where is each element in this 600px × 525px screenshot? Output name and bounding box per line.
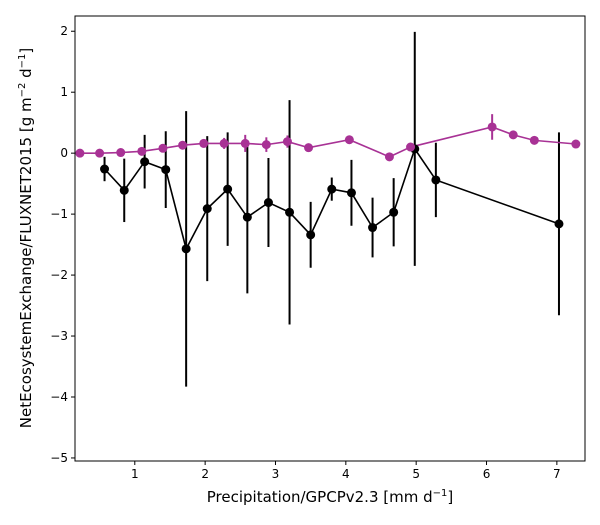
series-1-point xyxy=(263,198,273,208)
series-2-point xyxy=(75,148,85,158)
series-2-point xyxy=(384,152,394,162)
series-2-point xyxy=(304,143,314,153)
y-tick-label: 0 xyxy=(60,146,68,160)
series-2-point xyxy=(282,137,292,147)
series-2-point xyxy=(571,139,581,149)
series-1-point xyxy=(327,184,337,194)
x-axis-ticks: 1 2 3 4 5 6 7 xyxy=(131,461,561,481)
series-1-point xyxy=(285,207,295,217)
data-points xyxy=(75,122,581,254)
series-2-point xyxy=(199,138,209,148)
series-1-point xyxy=(389,207,399,217)
series-2-point xyxy=(344,135,354,145)
y-axis-ticks: −5 −4 −3 −2 −1 0 1 2 xyxy=(50,24,75,465)
x-tick-label: 5 xyxy=(412,467,420,481)
y-tick-label: −4 xyxy=(50,390,68,404)
y-tick-label: −5 xyxy=(50,451,68,465)
series-1-point xyxy=(223,184,233,194)
series-2-point xyxy=(137,146,147,156)
series-1-point xyxy=(346,188,356,198)
series-2-point xyxy=(219,138,229,148)
series-2-point xyxy=(240,138,250,148)
x-tick-label: 3 xyxy=(272,467,280,481)
plot-area xyxy=(75,31,581,387)
y-tick-label: −1 xyxy=(50,207,68,221)
series-1-point xyxy=(554,219,564,229)
x-tick-label: 1 xyxy=(131,467,139,481)
series-1-point xyxy=(368,223,378,233)
series-2-point xyxy=(158,143,168,153)
y-tick-label: 1 xyxy=(60,85,68,99)
series-2-point xyxy=(116,148,126,158)
x-tick-label: 7 xyxy=(553,467,561,481)
x-tick-label: 4 xyxy=(342,467,350,481)
series-2-point xyxy=(95,148,105,158)
y-tick-label: 2 xyxy=(60,24,68,38)
axes-frame xyxy=(74,15,586,462)
series-1-point xyxy=(161,165,171,175)
y-tick-label: −2 xyxy=(50,268,68,282)
y-axis-title: NetEcosystemExchange/FLUXNET2015 [g m−2 … xyxy=(17,48,35,429)
series-2-point xyxy=(487,122,497,132)
series-2-point xyxy=(406,142,416,152)
series-1-point xyxy=(119,185,129,195)
series-2-point xyxy=(178,140,188,150)
series-1-point xyxy=(306,230,316,240)
series-1-point xyxy=(202,204,212,214)
x-tick-label: 2 xyxy=(201,467,209,481)
series-2-point xyxy=(508,130,518,140)
y-tick-label: −3 xyxy=(50,329,68,343)
series-1-point xyxy=(181,244,191,254)
x-axis-title: Precipitation/GPCPv2.3 [mm d−1] xyxy=(207,488,453,506)
series-1-point xyxy=(242,212,252,222)
series-2-point xyxy=(529,135,539,145)
series-2-point xyxy=(261,140,271,150)
series-2-line xyxy=(79,126,576,158)
x-tick-label: 6 xyxy=(483,467,491,481)
series-1-point xyxy=(140,157,150,167)
series-1-point xyxy=(431,175,441,185)
series-1-point xyxy=(100,164,110,174)
